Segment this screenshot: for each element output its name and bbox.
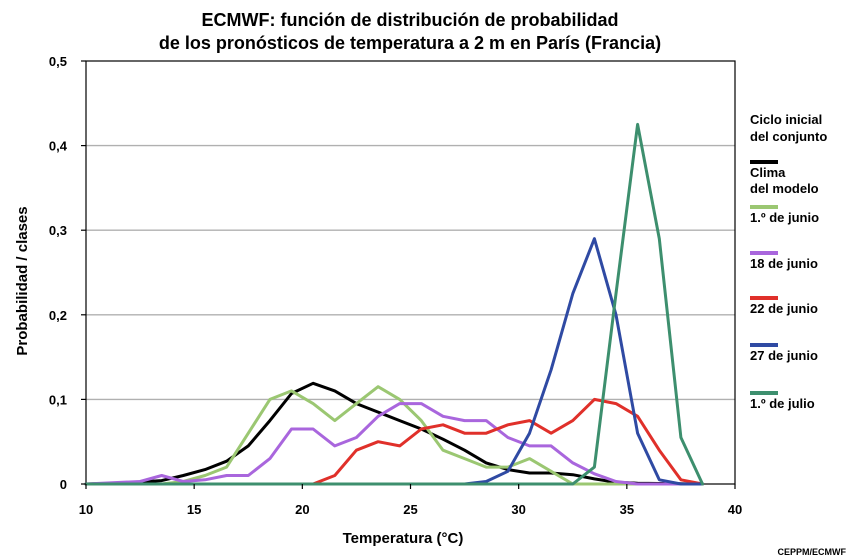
y-axis-label: Probabilidad / clases <box>14 206 31 355</box>
x-tick-label-3: 25 <box>403 502 417 517</box>
y-tick-label-5: 0,5 <box>49 54 67 69</box>
legend-label-0-line-2: del modelo <box>750 181 819 196</box>
credit-label: CEPPM/ECMWF <box>778 547 847 557</box>
series-line-4 <box>84 237 704 486</box>
chart-title-line-1: ECMWF: función de distribución de probab… <box>202 10 619 30</box>
legend-label-1: 1.º de junio <box>750 210 819 225</box>
x-tick-label-1: 15 <box>187 502 201 517</box>
legend-label-0-line-1: Clima <box>750 165 786 180</box>
x-tick-label-2: 20 <box>295 502 309 517</box>
legend-title-line-1: Ciclo inicial <box>750 112 822 127</box>
x-tick-label-5: 35 <box>620 502 634 517</box>
series-line-0 <box>84 381 704 486</box>
x-axis-label: Temperatura (°C) <box>343 530 464 547</box>
x-tick-label-6: 40 <box>728 502 742 517</box>
y-tick-label-1: 0,1 <box>49 392 67 407</box>
x-tick-label-0: 10 <box>79 502 93 517</box>
y-tick-label-0: 0 <box>60 477 67 492</box>
series-line-1 <box>84 385 704 486</box>
series-layer <box>84 122 704 486</box>
x-axis-ticks: 10 15 20 25 30 35 40 <box>79 484 742 517</box>
series-line-3 <box>84 397 704 486</box>
x-tick-label-4: 30 <box>511 502 525 517</box>
series-line-2 <box>84 402 704 486</box>
legend-title-line-2: del conjunto <box>750 129 827 144</box>
legend-label-5: 1.º de julio <box>750 396 815 411</box>
y-tick-label-4: 0,4 <box>49 139 68 154</box>
chart-title-line-2: de los pronósticos de temperatura a 2 m … <box>159 33 661 53</box>
y-tick-label-2: 0,2 <box>49 308 67 323</box>
y-axis-ticks: 0 0,1 0,2 0,3 0,4 0,5 <box>49 54 86 492</box>
legend-label-3: 22 de junio <box>750 301 818 316</box>
gridlines <box>86 144 735 401</box>
y-tick-label-3: 0,3 <box>49 223 67 238</box>
legend-label-2: 18 de junio <box>750 256 818 271</box>
legend-label-4: 27 de junio <box>750 348 818 363</box>
series-line-5 <box>84 122 704 486</box>
